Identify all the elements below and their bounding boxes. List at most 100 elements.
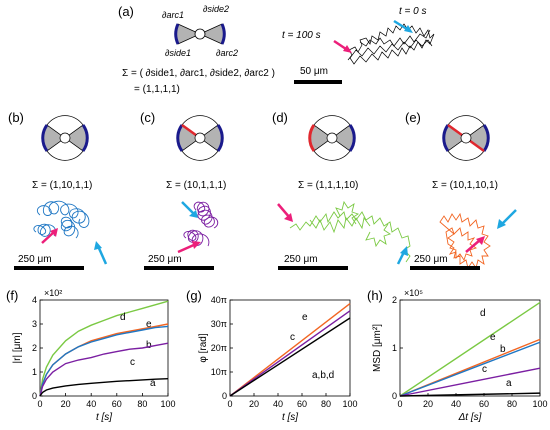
panel-label-h: (h) [367, 288, 383, 303]
y-tick-label: 2 [392, 295, 397, 305]
sigma-e: Σ = (10,1,10,1) [432, 180, 498, 191]
x-tick-label: 60 [112, 399, 122, 409]
series-label-e: e [146, 319, 152, 330]
sigma-definition: Σ = ( ∂side1, ∂arc1, ∂side2, ∂arc2 ) [122, 68, 275, 79]
panel-label-c: (c) [140, 110, 155, 125]
cyan-arrowhead-a [404, 25, 413, 33]
y-tick-label: 30π [211, 319, 227, 329]
series-label-b: b [146, 340, 152, 351]
panel-label-g: (g) [186, 288, 202, 303]
x-axis-label: t [s] [282, 412, 298, 423]
trajectory-a [347, 23, 435, 65]
particle-diagram-c [176, 115, 224, 161]
series-label-c: c [290, 332, 295, 343]
pink-arrowhead-a [343, 45, 352, 53]
x-tick-label: 20 [249, 399, 259, 409]
axis-multiplier: ×10² [44, 288, 62, 298]
series-label-c: c [482, 364, 487, 375]
x-axis-label: t [s] [96, 412, 112, 423]
trajectory-c [183, 201, 219, 247]
y-tick-label: 0 [392, 391, 397, 401]
scalebar-label-c: 250 μm [148, 254, 182, 265]
chart-f: 0 20 40 60 80 100 0 1 2 3 4 ×10² t [s] |r| [μm] d ebc a [12, 288, 176, 423]
cyan-arrowhead-e [497, 219, 506, 229]
label-side2: ∂side2 [203, 4, 229, 14]
y-tick-label: 3 [32, 319, 37, 329]
y-axis-label: φ [rad] [198, 333, 209, 362]
series-label-e: e [490, 332, 496, 343]
pink-arrowhead-d [284, 213, 293, 222]
panel-label-e: (e) [405, 110, 421, 125]
x-tick-label: 80 [321, 399, 331, 409]
series-label-a: a [150, 378, 156, 389]
chart-g: 0 20 40 60 80 100 0 10π 20π 30π 40π t [s] φ [rad] ec a… [198, 295, 358, 423]
y-tick-label: 1 [392, 343, 397, 353]
series-label-d: d [480, 308, 486, 319]
y-tick-label: 10π [211, 367, 227, 377]
axis-multiplier: ×10⁵ [404, 288, 423, 298]
particle-diagram-a [174, 23, 226, 45]
series-line-b [399, 341, 541, 397]
label-side1: ∂side1 [165, 48, 191, 58]
scalebar-label-e: 250 μm [414, 254, 448, 265]
y-axis-label: |r| [μm] [12, 332, 23, 363]
series-line-e [229, 303, 351, 397]
pink-arrow-c [177, 242, 197, 254]
label-arc2: ∂arc2 [216, 48, 238, 58]
cyan-arrow-e [501, 209, 517, 225]
x-tick-label: 40 [451, 399, 461, 409]
series-label-a: a [506, 378, 512, 389]
x-tick-label: 0 [37, 399, 42, 409]
panel-label-a: (a) [118, 4, 134, 19]
x-tick-label: 100 [160, 399, 175, 409]
x-tick-label: 0 [227, 399, 232, 409]
y-tick-label: 0 [222, 391, 227, 401]
cyan-arrow-b [96, 245, 108, 265]
x-tick-label: 80 [137, 399, 147, 409]
y-tick-label: 2 [32, 343, 37, 353]
cyan-arrow-c [181, 201, 195, 215]
scalebar-label-b: 250 μm [18, 254, 52, 265]
y-tick-label: 1 [32, 367, 37, 377]
y-tick-label: 0 [32, 391, 37, 401]
x-tick-label: 100 [532, 399, 547, 409]
x-tick-label: 40 [273, 399, 283, 409]
pink-arrow-b [41, 231, 55, 244]
series-line-c [399, 367, 541, 397]
y-tick-label: 20π [211, 343, 227, 353]
cyan-arrowhead-c [189, 210, 198, 218]
sigma-b: Σ = (1,10,1,1) [32, 180, 92, 191]
series-line-b [39, 325, 169, 397]
panel-label-b: (b) [8, 110, 24, 125]
pink-arrowhead-c [192, 241, 201, 249]
particle-diagram-b [41, 115, 89, 161]
series-line-d [399, 301, 541, 397]
series-line-d [39, 300, 169, 397]
y-axis-label: MSD [μm²] [372, 324, 383, 372]
sigma-c: Σ = (10,1,1,1) [166, 180, 226, 191]
series-label-c: c [130, 357, 135, 368]
y-tick-label: 4 [32, 295, 37, 305]
scalebar-a [294, 80, 342, 84]
series-label-d: d [120, 312, 126, 323]
trajectory-d [289, 200, 411, 263]
x-axis-label: Δt [s] [458, 412, 482, 423]
x-tick-label: 40 [86, 399, 96, 409]
pink-arrowhead-b [50, 228, 58, 237]
x-tick-label: 60 [479, 399, 489, 409]
series-line-a [39, 378, 169, 397]
scalebar-d [278, 266, 348, 270]
x-tick-label: 100 [342, 399, 357, 409]
scalebar-e [410, 266, 480, 270]
cyan-arrowhead-b [94, 241, 102, 250]
panel-label-d: (d) [272, 110, 288, 125]
x-tick-label: 0 [397, 399, 402, 409]
x-tick-label: 20 [423, 399, 433, 409]
trajectory-b [33, 200, 90, 239]
x-tick-label: 80 [507, 399, 517, 409]
scalebar-label-d: 250 μm [284, 254, 318, 265]
scalebar-c [144, 266, 214, 270]
series-line-c [229, 310, 351, 397]
scalebar-label-a: 50 μm [300, 66, 328, 77]
label-t100: t = 100 s [282, 30, 321, 41]
